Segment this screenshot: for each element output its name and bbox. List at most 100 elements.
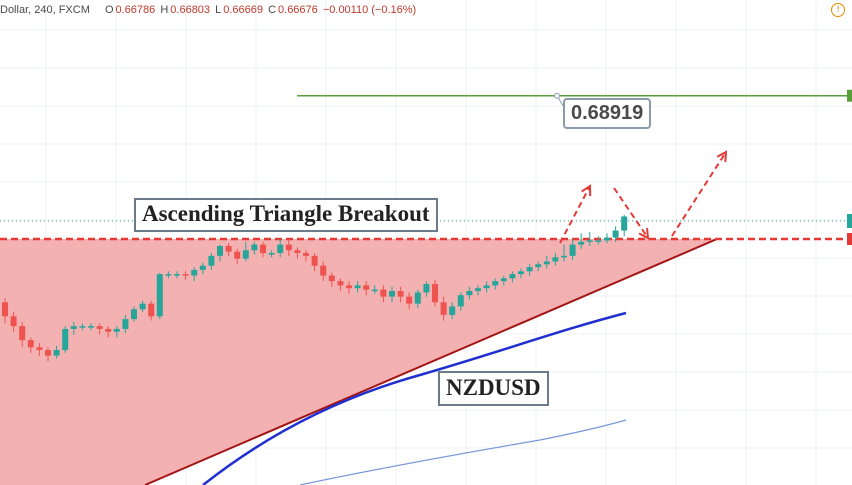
arrow-up-target xyxy=(671,151,727,237)
low-label: L xyxy=(215,4,222,16)
candle-up xyxy=(139,303,146,310)
candle-down xyxy=(432,283,438,303)
candle-up xyxy=(122,319,129,329)
candle-down xyxy=(320,265,327,276)
projection-arrows xyxy=(559,150,728,244)
target-callout-anchor xyxy=(554,92,560,99)
candle-up xyxy=(518,271,524,275)
candle-up xyxy=(217,246,223,256)
candle-up xyxy=(199,265,206,270)
slow-moving-average xyxy=(299,419,627,485)
candle-up xyxy=(131,309,137,320)
close-value: 0.66676 xyxy=(278,4,318,16)
candle-down xyxy=(328,275,335,282)
resistance-axis-marker xyxy=(847,232,852,245)
candle-down xyxy=(36,347,43,351)
candle-up xyxy=(268,253,275,255)
candle-down xyxy=(363,285,370,290)
candle-up xyxy=(165,274,172,276)
candle-down xyxy=(148,303,155,317)
candle-down xyxy=(105,328,112,332)
candle-up xyxy=(586,240,593,242)
candle-down xyxy=(27,340,34,348)
target-level-label: 0.68919 xyxy=(563,98,652,129)
candle-down xyxy=(45,350,51,356)
chart-annotation-title: Ascending Triangle Breakout xyxy=(134,198,438,232)
candle-down xyxy=(10,316,17,327)
last-price-axis-marker xyxy=(847,214,852,228)
candle-up xyxy=(595,240,602,242)
low-value: 0.66669 xyxy=(223,4,263,16)
candle-up xyxy=(543,261,550,265)
candle-up xyxy=(88,326,94,328)
target-axis-marker xyxy=(847,89,852,102)
candle-down xyxy=(380,289,387,297)
candlestick-series xyxy=(2,215,628,362)
candle-down xyxy=(406,296,413,304)
candle-up xyxy=(604,237,610,241)
candle-up xyxy=(569,244,576,256)
candle-down xyxy=(234,251,241,259)
candle-up xyxy=(354,285,361,289)
arrow-up-target-head xyxy=(716,150,728,163)
candle-up xyxy=(156,274,163,317)
candle-up xyxy=(621,216,628,231)
candle-down xyxy=(96,326,103,329)
candle-up xyxy=(414,292,421,304)
candle-up xyxy=(79,326,86,328)
candle-up xyxy=(62,328,69,351)
fast-moving-average xyxy=(202,311,627,485)
candle-down xyxy=(311,255,318,266)
candle-up xyxy=(561,255,567,258)
symbol-label: Dollar, 240, FXCM xyxy=(0,4,90,16)
candle-up xyxy=(174,274,180,276)
candle-up xyxy=(191,269,198,276)
open-label: O xyxy=(104,4,114,16)
arrow-down-pullback-head xyxy=(638,227,650,240)
candle-up xyxy=(612,230,619,238)
close-label: C xyxy=(268,4,277,16)
candle-down xyxy=(337,281,344,286)
pair-label: NZDUSD xyxy=(438,371,549,406)
ascending-triangle-zone xyxy=(0,238,717,485)
arrow-down-pullback xyxy=(613,187,649,239)
candle-down xyxy=(294,250,301,254)
ascending-support-trendline xyxy=(144,238,718,485)
candle-down xyxy=(346,285,352,289)
candle-down xyxy=(285,244,292,251)
candle-up xyxy=(53,350,60,356)
candle-up xyxy=(208,255,215,266)
candle-up xyxy=(535,264,542,268)
candle-up xyxy=(113,328,120,332)
candle-up xyxy=(526,267,533,272)
candle-down xyxy=(19,326,26,341)
candle-up xyxy=(475,288,481,291)
candle-up xyxy=(389,291,395,297)
change-value: −0.00110 (−0.16%) xyxy=(322,4,417,16)
open-value: 0.66786 xyxy=(115,4,156,16)
candle-up xyxy=(500,278,507,282)
candle-down xyxy=(397,291,404,297)
candle-up xyxy=(277,244,284,254)
candle-down xyxy=(303,253,309,256)
candle-up xyxy=(251,244,258,251)
candle-up xyxy=(509,274,516,279)
candle-up xyxy=(449,306,456,315)
candle-up xyxy=(483,285,490,289)
candle-up xyxy=(371,289,378,292)
candle-down xyxy=(182,274,189,276)
high-label: H xyxy=(160,4,169,16)
candle-up xyxy=(492,281,499,286)
warning-icon[interactable]: ! xyxy=(831,3,845,17)
symbol-header: Dollar, 240, FXCM O 0.66786 H 0.66803 L 0.6… xyxy=(0,4,418,16)
candle-up xyxy=(552,257,559,262)
candle-up xyxy=(457,295,464,307)
candle-down xyxy=(260,244,266,254)
candle-down xyxy=(440,302,447,315)
high-value: 0.66803 xyxy=(170,4,211,16)
arrow-up-first xyxy=(559,185,591,244)
candle-up xyxy=(242,250,249,259)
candle-up xyxy=(578,241,585,245)
